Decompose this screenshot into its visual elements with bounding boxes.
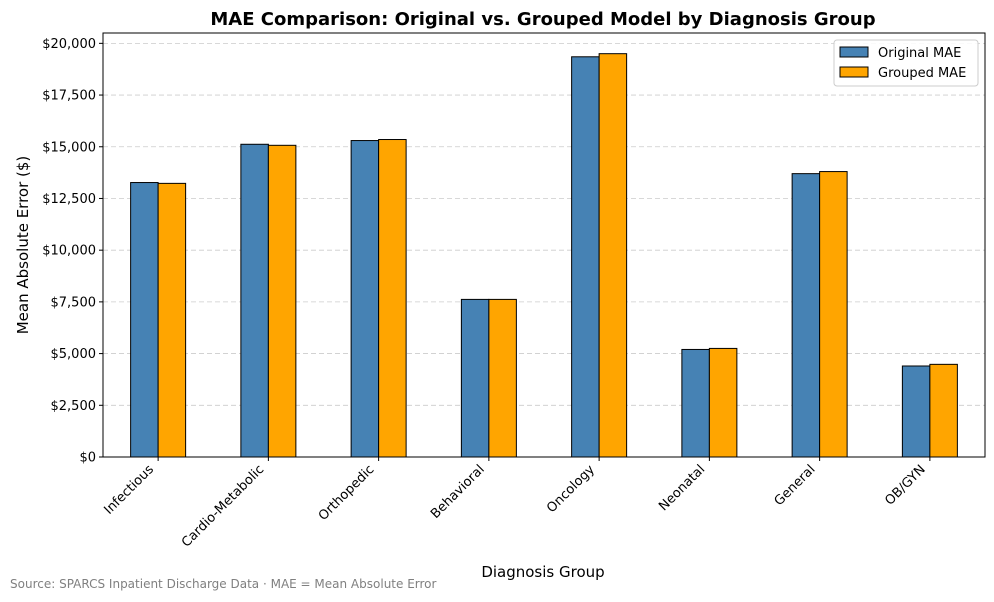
x-tick-label: Infectious (101, 462, 157, 518)
x-tick-label: Orthopedic (316, 462, 378, 524)
bar-original (571, 56, 600, 458)
legend-swatch (839, 66, 869, 78)
x-tick-label: Behavioral (428, 462, 488, 522)
bar-original (130, 182, 159, 458)
bar-grouped (929, 363, 958, 458)
source-note: Source: SPARCS Inpatient Discharge Data … (10, 577, 437, 591)
x-tick-label: OB/GYN (882, 462, 928, 508)
legend: Original MAE Grouped MAE (833, 39, 979, 87)
bar-grouped (157, 182, 187, 458)
bar-original (901, 365, 931, 458)
x-axis-label: Diagnosis Group (481, 563, 604, 581)
bar-original (791, 173, 821, 458)
bar-original (240, 143, 269, 458)
y-tick-label: $20,000 (42, 37, 96, 52)
bar-grouped (267, 144, 297, 458)
y-tick-label: $2,500 (51, 399, 97, 414)
bar-original (350, 140, 380, 458)
legend-label: Original MAE (878, 46, 961, 61)
chart-title: MAE Comparison: Original vs. Grouped Mod… (210, 9, 875, 30)
x-tick-label: Oncology (544, 462, 598, 516)
y-tick-label: $0 (79, 451, 96, 466)
y-tick-label: $17,500 (42, 89, 96, 104)
y-axis-label: Mean Absolute Error ($) (14, 156, 32, 335)
y-tick-label: $10,000 (42, 244, 96, 259)
bar-grouped (708, 347, 738, 458)
y-axis: $0 $2,500 $5,000 $7,500 $10,000 $12,500 $15,00… (42, 37, 103, 466)
x-tick-label: Cardio-Metabolic (179, 462, 267, 550)
legend-label: Grouped MAE (878, 66, 966, 81)
bar-original (460, 298, 490, 458)
x-tick-label: Neonatal (656, 462, 708, 514)
bars (130, 53, 958, 458)
y-tick-label: $15,000 (42, 140, 96, 155)
bar-grouped (378, 139, 407, 458)
gridlines (103, 42, 985, 406)
legend-box (833, 39, 979, 87)
plot-frame (102, 32, 986, 458)
y-tick-label: $7,500 (51, 295, 97, 310)
bar-grouped (598, 53, 628, 458)
x-axis: Infectious Cardio-Metabolic Orthopedic Beha… (101, 457, 931, 550)
bar-original (681, 348, 710, 458)
bar-grouped (819, 171, 848, 458)
y-tick-label: $12,500 (42, 192, 96, 207)
bar-grouped (488, 298, 517, 458)
y-tick-label: $5,000 (51, 347, 97, 362)
x-tick-label: General (772, 462, 819, 509)
legend-swatch (839, 46, 869, 58)
